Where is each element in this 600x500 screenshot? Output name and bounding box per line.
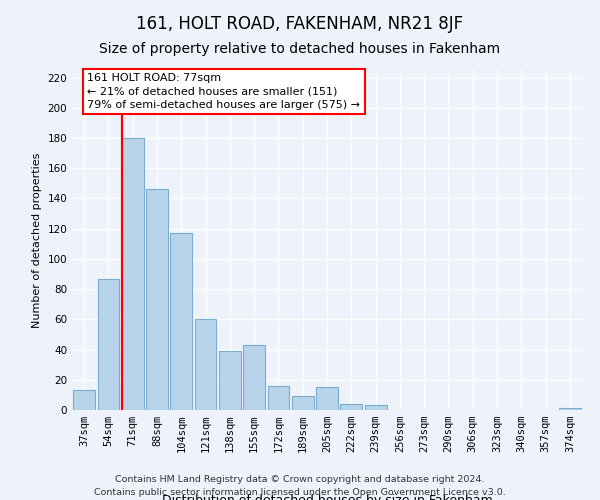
Y-axis label: Number of detached properties: Number of detached properties [32,152,42,328]
Bar [122,138,143,410]
Bar [559,408,581,410]
Bar [292,396,314,410]
Bar [340,404,362,410]
Bar [316,388,338,410]
Bar [194,320,217,410]
Bar [243,345,265,410]
Bar [365,406,386,410]
X-axis label: Distribution of detached houses by size in Fakenham: Distribution of detached houses by size … [161,494,493,500]
Bar [219,351,241,410]
Text: Contains HM Land Registry data © Crown copyright and database right 2024.: Contains HM Land Registry data © Crown c… [115,476,485,484]
Text: 161, HOLT ROAD, FAKENHAM, NR21 8JF: 161, HOLT ROAD, FAKENHAM, NR21 8JF [136,15,464,33]
Bar [97,278,119,410]
Text: Contains public sector information licensed under the Open Government Licence v3: Contains public sector information licen… [94,488,506,497]
Bar [170,233,192,410]
Text: Size of property relative to detached houses in Fakenham: Size of property relative to detached ho… [100,42,500,56]
Bar [73,390,95,410]
Text: 161 HOLT ROAD: 77sqm
← 21% of detached houses are smaller (151)
79% of semi-deta: 161 HOLT ROAD: 77sqm ← 21% of detached h… [88,74,360,110]
Bar [268,386,289,410]
Bar [146,190,168,410]
